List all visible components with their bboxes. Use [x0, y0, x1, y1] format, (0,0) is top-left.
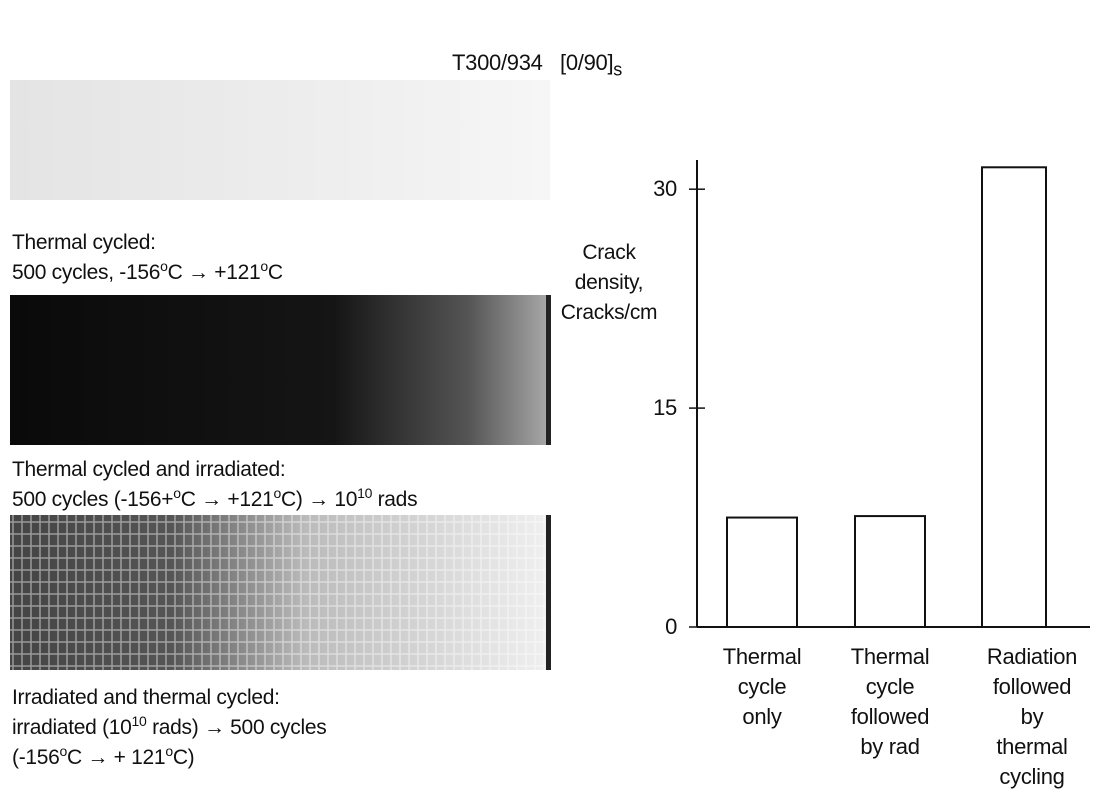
chart-title: T300/934	[452, 50, 543, 75]
layup-subscript: s	[613, 59, 622, 80]
caption-superscript: o	[173, 485, 181, 501]
x-tick-label: Radiation followed by thermal cycling	[986, 644, 1078, 789]
caption-superscript: o	[273, 485, 282, 501]
caption-text: C	[267, 261, 283, 284]
caption-text: C → +121	[180, 488, 274, 511]
caption-text: (-156	[12, 746, 60, 769]
photo-edge	[546, 515, 551, 670]
caption-text: rads	[372, 488, 418, 511]
photo-thermal	[10, 80, 550, 200]
photo-crack-texture	[10, 515, 550, 670]
caption-superscript: o	[160, 258, 168, 274]
caption-superscript: o	[260, 258, 268, 274]
caption-line: (-156oC → + 121oC)	[12, 743, 326, 773]
caption-text: irradiated (10	[12, 716, 132, 739]
layup: [0/90]	[560, 50, 614, 75]
photo-thermal-irradiated	[10, 295, 550, 445]
photo-caption: Thermal cycled: 500 cycles, -156oC → +121…	[12, 228, 283, 288]
caption-superscript: o	[165, 743, 173, 759]
caption-text: 500 cycles (-156+	[12, 488, 174, 511]
x-tick-label: Thermal cycle followed by rad	[850, 644, 930, 759]
caption-text: Thermal cycled:	[12, 231, 156, 254]
caption-text: C → +121	[167, 261, 261, 284]
caption-text: C → + 121	[67, 746, 166, 769]
caption-line: Thermal cycled and irradiated:	[12, 455, 417, 485]
photo-edge	[546, 295, 551, 445]
y-tick-label: 30	[653, 176, 677, 202]
photo-caption: Thermal cycled and irradiated: 500 cycles…	[12, 455, 418, 515]
photo-caption: Irradiated and thermal cycled: irradiated…	[12, 683, 327, 773]
y-tick-label: 15	[653, 395, 677, 421]
caption-superscript: 10	[131, 713, 147, 729]
caption-line: Thermal cycled:	[12, 228, 283, 258]
caption-text: rads) → 500 cycles	[146, 716, 327, 739]
caption-text: Irradiated and thermal cycled:	[12, 686, 280, 709]
caption-line: 500 cycles (-156+oC → +121oC) → 1010 rad…	[12, 485, 418, 515]
chart-title-block: T300/934 [0/90]s	[452, 18, 622, 84]
caption-line: irradiated (1010 rads) → 500 cycles	[12, 713, 327, 743]
caption-line: Irradiated and thermal cycled:	[12, 683, 326, 713]
bar	[981, 166, 1047, 628]
caption-superscript: o	[59, 743, 68, 759]
bar	[854, 515, 926, 629]
caption-line: 500 cycles, -156oC → +121oC	[12, 258, 283, 288]
y-tick-label: 0	[665, 614, 677, 639]
y-axis-label: Crack density, Cracks/cm	[560, 241, 658, 324]
caption-superscript: 10	[357, 485, 373, 501]
caption-text: Thermal cycled and irradiated:	[12, 458, 286, 481]
bar	[726, 516, 798, 628]
caption-text: C) → 10	[281, 488, 358, 511]
caption-text: 500 cycles, -156	[12, 261, 161, 284]
x-tick-label: Thermal cycle only	[722, 644, 802, 729]
caption-text: C)	[172, 746, 195, 769]
